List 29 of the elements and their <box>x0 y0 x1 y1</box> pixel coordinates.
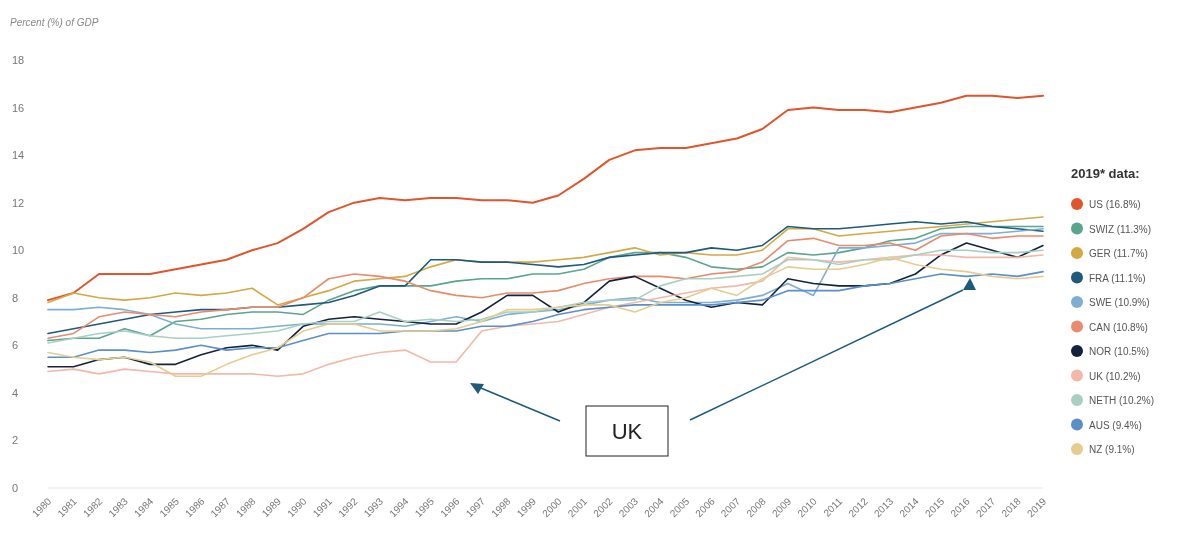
y-tick-label: 10 <box>12 244 25 257</box>
y-tick-label: 4 <box>12 386 19 399</box>
legend-label: US (16.8%) <box>1089 199 1141 210</box>
y-tick-label: 14 <box>12 149 25 162</box>
line-series <box>47 216 1044 306</box>
line-series <box>47 249 1044 344</box>
legend-label: SWE (10.9%) <box>1089 297 1150 308</box>
annotation: UK <box>611 419 643 444</box>
legend-label: GER (11.7%) <box>1089 248 1148 259</box>
line-series <box>47 242 1044 368</box>
y-tick-label: 2 <box>12 434 19 447</box>
legend-label: NETH (10.2%) <box>1089 395 1155 406</box>
legend-label: FRA (11.1%) <box>1089 272 1146 284</box>
legend-label: AUS (9.4%) <box>1089 419 1142 431</box>
legend-label: CAN (10.8%) <box>1089 321 1148 333</box>
legend-label: SWIZ (11.3%) <box>1089 223 1152 235</box>
y-tick-label: 8 <box>12 291 19 304</box>
legend-label: UK (10.2%) <box>1089 370 1141 382</box>
legend-label: NZ (9.1%) <box>1089 444 1135 455</box>
line-series <box>47 270 1044 359</box>
y-tick-label: 16 <box>12 101 25 114</box>
legend-title: 2019* data: <box>1071 166 1140 181</box>
legend-label: NOR (10.5%) <box>1089 346 1150 357</box>
y-tick-label: 0 <box>12 482 19 494</box>
y-tick-label: 12 <box>12 196 25 209</box>
line-series <box>47 94 1044 302</box>
y-axis-title: Percent (%) of GDP <box>10 17 99 28</box>
y-tick-label: 6 <box>12 339 19 352</box>
y-tick-label: 18 <box>12 54 25 66</box>
